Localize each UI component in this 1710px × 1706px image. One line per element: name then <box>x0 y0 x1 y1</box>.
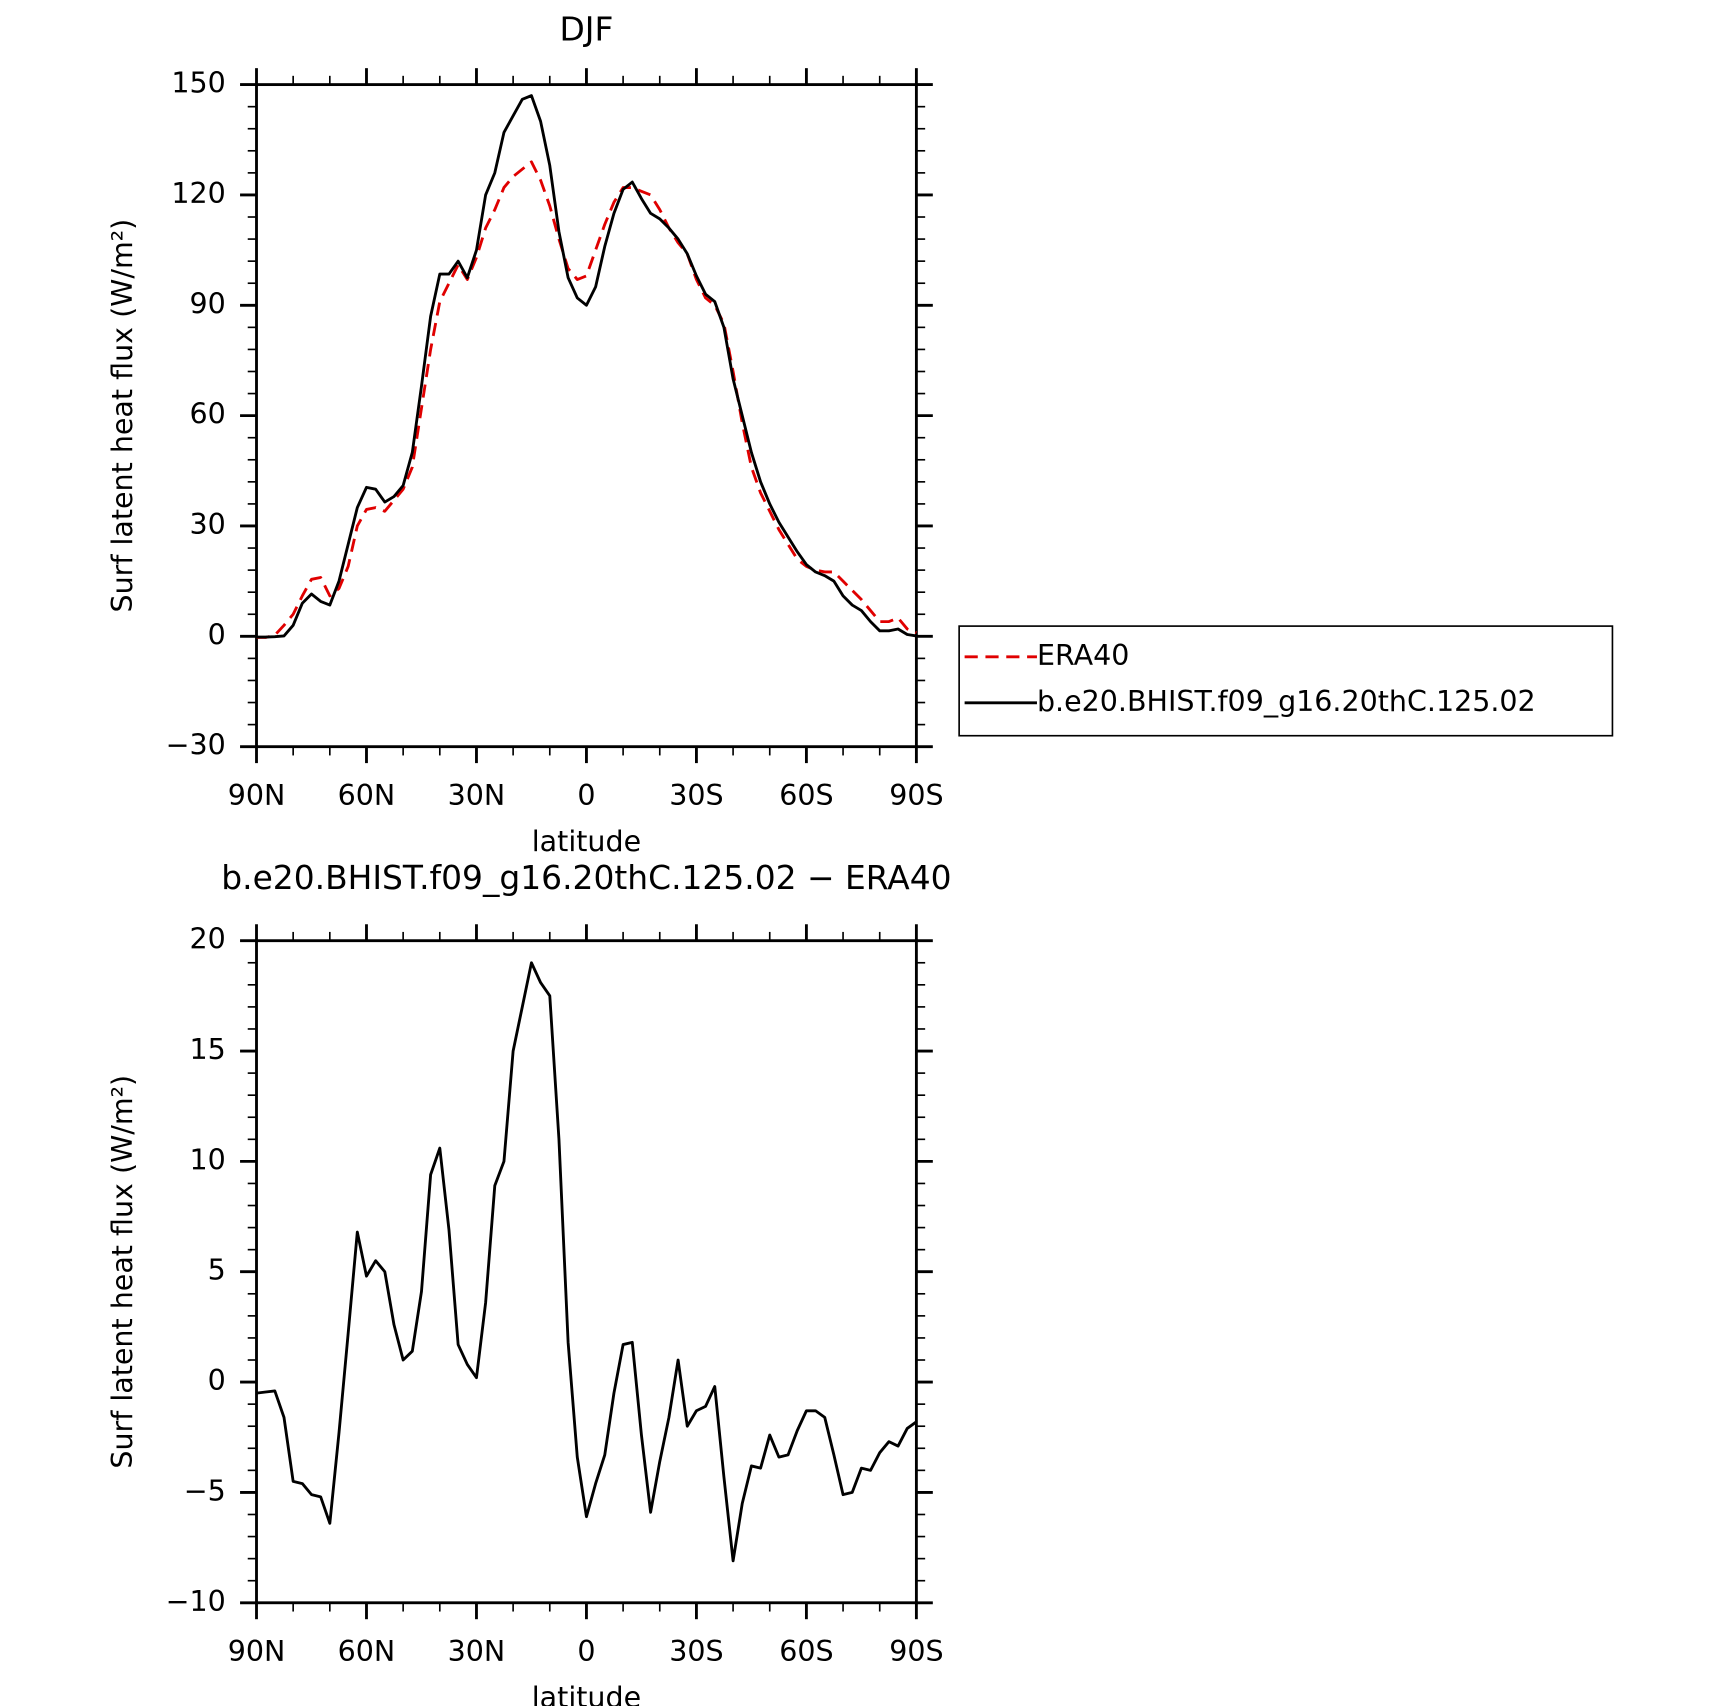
y-tick-label: −5 <box>184 1474 226 1507</box>
legend-box <box>958 625 1614 737</box>
y-tick-label: 90 <box>190 287 226 320</box>
y-tick-label: 120 <box>171 177 225 210</box>
data-line <box>256 961 918 1563</box>
chart-title: b.e20.BHIST.f09_g16.20thC.125.02 − ERA40 <box>221 858 951 897</box>
y-tick-label: 30 <box>190 508 226 541</box>
x-axis-label: latitude <box>532 1681 641 1706</box>
y-axis-label: Surf latent heat flux (W/m²) <box>106 219 139 613</box>
x-tick-label: 90N <box>228 779 286 812</box>
y-tick-label: −10 <box>166 1585 226 1618</box>
x-tick-label: 30N <box>448 1635 506 1668</box>
y-tick-label: 10 <box>190 1143 226 1176</box>
plot-frame <box>255 939 918 1605</box>
y-tick-label: 150 <box>171 67 225 100</box>
x-tick-label: 90S <box>889 779 943 812</box>
x-tick-label: 30S <box>669 779 723 812</box>
y-tick-label: 20 <box>190 923 226 956</box>
x-tick-label: 60S <box>779 779 833 812</box>
y-tick-label: 0 <box>208 1364 226 1397</box>
x-tick-label: 90S <box>889 1635 943 1668</box>
y-tick-label: 5 <box>208 1254 226 1287</box>
y-tick-label: −30 <box>166 729 226 762</box>
plot-frame <box>255 83 918 749</box>
x-tick-label: 60S <box>779 1635 833 1668</box>
legend-label: ERA40 <box>1037 639 1129 672</box>
x-tick-label: 90N <box>228 1635 286 1668</box>
x-tick-label: 60N <box>338 1635 396 1668</box>
data-line <box>256 94 917 639</box>
x-tick-label: 0 <box>577 1635 595 1668</box>
y-tick-label: 60 <box>190 398 226 431</box>
x-tick-label: 0 <box>577 779 595 812</box>
legend-label: b.e20.BHIST.f09_g16.20thC.125.02 <box>1037 685 1536 718</box>
y-tick-label: 0 <box>208 618 226 651</box>
x-axis-label: latitude <box>532 825 641 858</box>
data-line <box>256 160 917 639</box>
x-tick-label: 60N <box>338 779 396 812</box>
x-tick-label: 30S <box>669 1635 723 1668</box>
y-axis-label: Surf latent heat flux (W/m²) <box>106 1075 139 1469</box>
x-tick-label: 30N <box>448 779 506 812</box>
y-tick-label: 15 <box>190 1033 226 1066</box>
chart-title: DJF <box>559 9 613 48</box>
